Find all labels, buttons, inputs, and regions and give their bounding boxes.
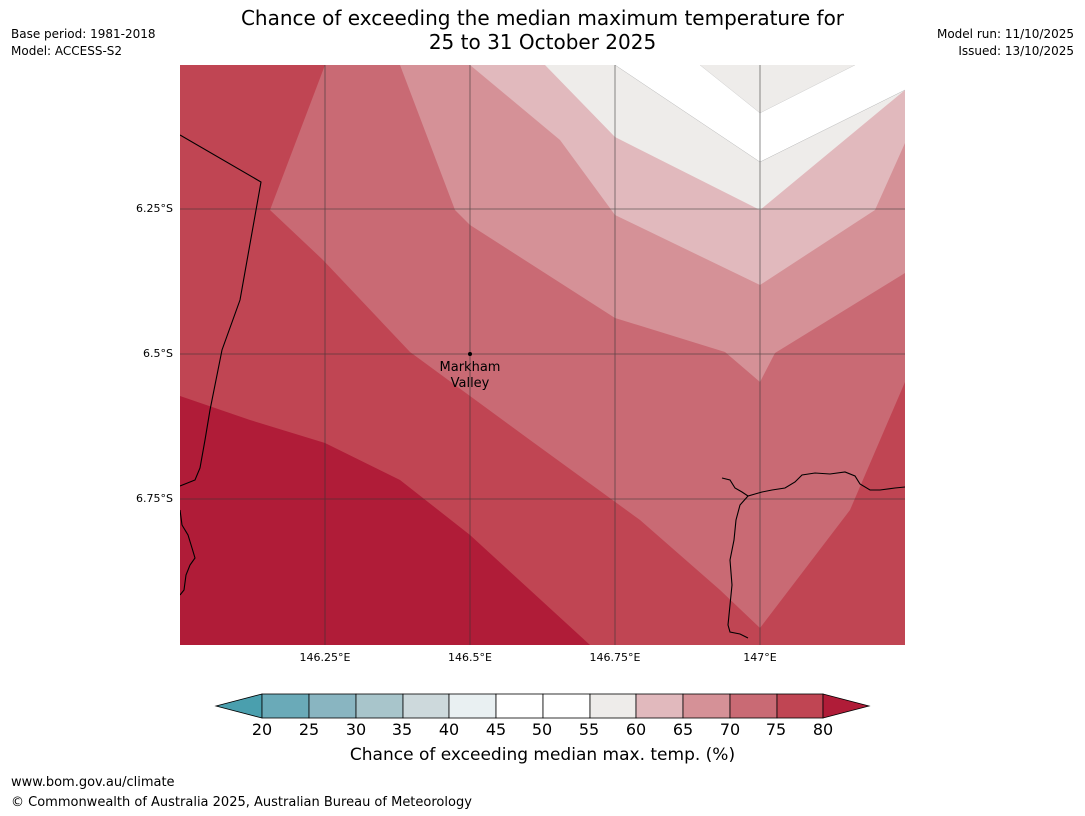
colorbar-tick-35: 35 bbox=[391, 720, 413, 739]
colorbar-50-55 bbox=[542, 693, 591, 719]
colorbar-title: Chance of exceeding median max. temp. (%… bbox=[349, 745, 736, 765]
colorbar-tick-80: 80 bbox=[812, 720, 834, 739]
colorbar-75-80 bbox=[776, 693, 824, 719]
colorbar-40-45 bbox=[448, 693, 497, 719]
model-text: Model: ACCESS-S2 bbox=[11, 44, 123, 58]
colorbar-65-70 bbox=[682, 693, 731, 719]
coastlines bbox=[180, 134, 905, 639]
colorbar-35-40 bbox=[402, 693, 450, 719]
colorbar-20-25 bbox=[261, 693, 310, 719]
colorbar-tick-25: 25 bbox=[298, 720, 320, 739]
colorbar-tick-30: 30 bbox=[345, 720, 367, 739]
colorbar-tick-60: 60 bbox=[625, 720, 647, 739]
colorbar bbox=[214, 693, 871, 719]
colorbar-tick-45: 45 bbox=[485, 720, 507, 739]
colorbar-tick-40: 40 bbox=[438, 720, 460, 739]
place-name-line-1: Markham bbox=[439, 360, 501, 375]
colorbar-25-30 bbox=[308, 693, 357, 719]
lon-label-146-25e: 146.25°E bbox=[299, 651, 351, 664]
probability-contours bbox=[180, 65, 905, 645]
colorbar-tick-70: 70 bbox=[719, 720, 741, 739]
colorbar-60-65 bbox=[635, 693, 684, 719]
title-line-1: Chance of exceeding the median maximum t… bbox=[240, 6, 845, 30]
colorbar-tick-75: 75 bbox=[765, 720, 787, 739]
lon-label-147e: 147°E bbox=[743, 651, 777, 664]
footer-website: www.bom.gov.au/climate bbox=[11, 775, 175, 790]
issued-text: Issued: 13/10/2025 bbox=[958, 44, 1074, 58]
lat-label-6-25s: 6.25°S bbox=[136, 202, 173, 215]
lon-label-146-5e: 146.5°E bbox=[448, 651, 492, 664]
markham-valley-marker bbox=[468, 352, 472, 356]
lon-label-146-75e: 146.75°E bbox=[589, 651, 641, 664]
footer-copyright: © Commonwealth of Australia 2025, Austra… bbox=[11, 795, 472, 810]
lat-label-6-5s: 6.5°S bbox=[143, 347, 173, 360]
base-period-text: Base period: 1981-2018 bbox=[11, 27, 156, 41]
colorbar-tick-50: 50 bbox=[531, 720, 553, 739]
colorbar-tick-55: 55 bbox=[578, 720, 600, 739]
place-name-line-2: Valley bbox=[450, 376, 490, 391]
meta-right: Model run: 11/10/2025 Issued: 13/10/2025 bbox=[937, 26, 1074, 60]
colorbar-70-75 bbox=[729, 693, 778, 719]
colorbar-45-50 bbox=[495, 693, 544, 719]
colorbar-low-arrow bbox=[214, 693, 263, 719]
meta-left: Base period: 1981-2018 Model: ACCESS-S2 bbox=[11, 26, 156, 60]
title-line-2: 25 to 31 October 2025 bbox=[428, 30, 657, 54]
colorbar-tick-65: 65 bbox=[672, 720, 694, 739]
colorbar-tick-20: 20 bbox=[251, 720, 273, 739]
colorbar-high-arrow bbox=[822, 693, 871, 719]
lat-label-6-75s: 6.75°S bbox=[136, 492, 173, 505]
graticule bbox=[180, 65, 905, 645]
zone-above-80 bbox=[180, 396, 590, 645]
map-title: Chance of exceeding the median maximum t… bbox=[0, 6, 1085, 54]
colorbar-55-60 bbox=[589, 693, 637, 719]
colorbar-30-35 bbox=[355, 693, 404, 719]
place-label-markham-valley: Markham Valley bbox=[410, 360, 530, 392]
model-run-text: Model run: 11/10/2025 bbox=[936, 27, 1074, 41]
